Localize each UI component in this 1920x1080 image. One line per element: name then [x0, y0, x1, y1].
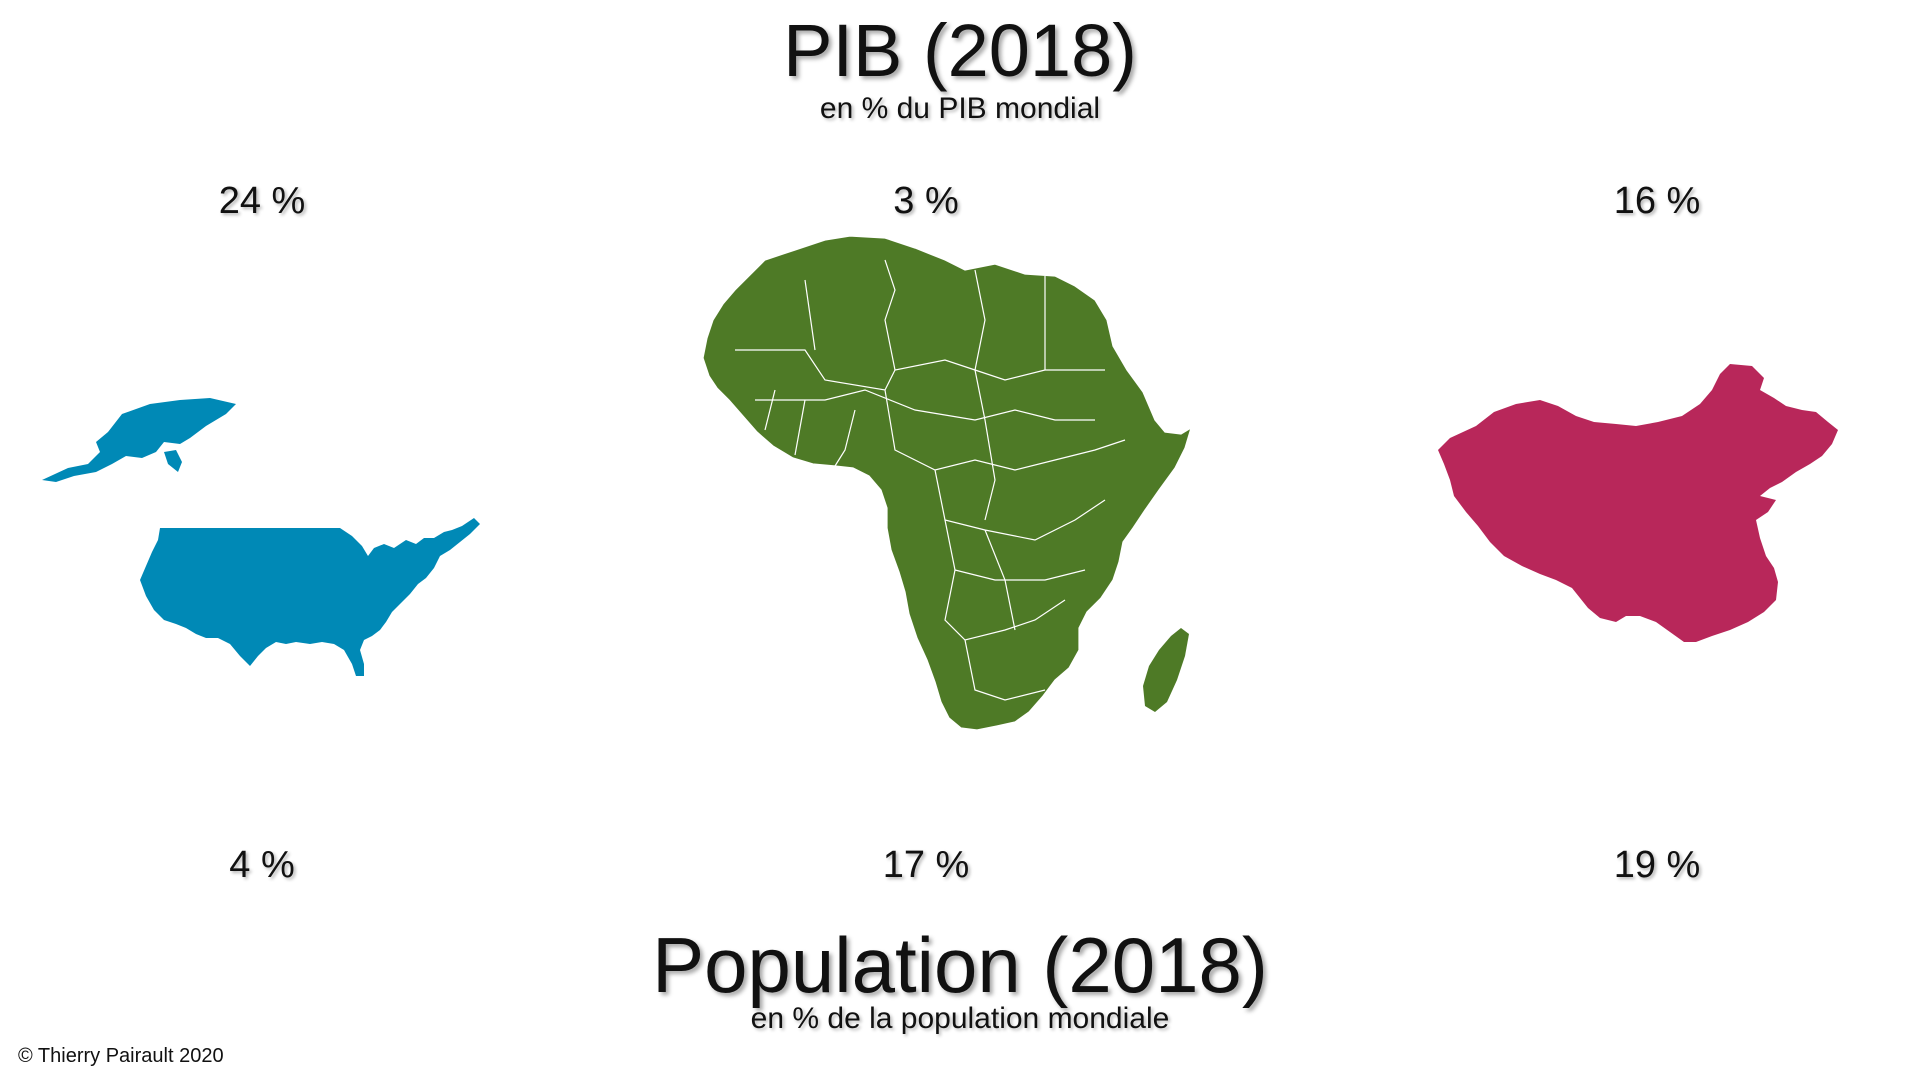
- usa-gdp-share: 24 %: [218, 180, 306, 222]
- africa-shape: [702, 235, 1193, 731]
- usa-population-share: 4 %: [229, 844, 295, 886]
- gdp-title: PIB (2018): [783, 9, 1137, 92]
- china-map: [1438, 364, 1838, 642]
- population-title: Population (2018): [652, 921, 1268, 1009]
- gdp-subtitle: en % du PIB mondial: [819, 92, 1101, 125]
- population-subtitle: en % de la population mondiale: [750, 1002, 1170, 1035]
- china-gdp-share: 16 %: [1613, 180, 1701, 222]
- china-shape: [1438, 364, 1838, 642]
- africa-map: [702, 235, 1193, 731]
- china-population-share: 19 %: [1613, 844, 1701, 886]
- usa-map: [42, 398, 480, 676]
- africa-borders: [735, 259, 1126, 701]
- copyright-text: © Thierry Pairault 2020: [18, 1045, 224, 1067]
- africa-gdp-share: 3 %: [893, 180, 959, 222]
- usa-shape: [42, 398, 480, 676]
- africa-population-share: 17 %: [882, 844, 970, 886]
